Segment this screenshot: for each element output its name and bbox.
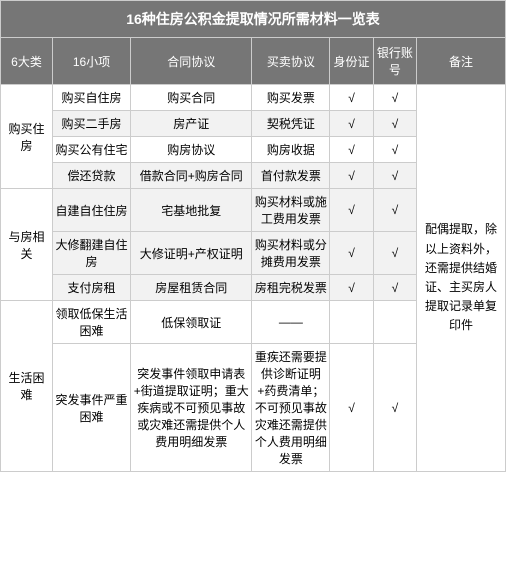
materials-table: 16种住房公积金提取情况所需材料一览表 6大类16小项合同协议买卖协议身份证银行… [0, 0, 506, 472]
category-cell: 生活困难 [1, 301, 53, 472]
data-cell: 购买合同 [131, 85, 252, 111]
data-cell: 购买公有住宅 [53, 137, 131, 163]
remark-cell: 配偶提取，除以上资料外，还需提供结婚证、主买房人提取记录单复印件 [417, 85, 506, 472]
data-cell: √ [330, 163, 373, 189]
col-header: 16小项 [53, 38, 131, 85]
data-cell: 房租完税发票 [252, 275, 330, 301]
data-cell: 购买材料或施工费用发票 [252, 189, 330, 232]
data-cell: √ [373, 232, 416, 275]
data-cell: 宅基地批复 [131, 189, 252, 232]
data-cell: 大修证明+产权证明 [131, 232, 252, 275]
data-cell: 领取低保生活困难 [53, 301, 131, 344]
data-cell: 房产证 [131, 111, 252, 137]
data-cell: —— [252, 301, 330, 344]
col-header: 备注 [417, 38, 506, 85]
data-cell [373, 301, 416, 344]
data-cell: √ [373, 111, 416, 137]
data-cell: 购买发票 [252, 85, 330, 111]
data-cell [330, 301, 373, 344]
data-cell: √ [330, 137, 373, 163]
data-cell: 首付款发票 [252, 163, 330, 189]
col-header: 6大类 [1, 38, 53, 85]
data-cell: 购房收据 [252, 137, 330, 163]
col-header: 合同协议 [131, 38, 252, 85]
col-header: 买卖协议 [252, 38, 330, 85]
col-header: 身份证 [330, 38, 373, 85]
data-cell: 突发事件严重困难 [53, 344, 131, 472]
data-cell: √ [373, 189, 416, 232]
data-cell: √ [330, 275, 373, 301]
data-cell: √ [330, 232, 373, 275]
col-header: 银行账号 [373, 38, 416, 85]
data-cell: 重疾还需要提供诊断证明+药费清单；不可预见事故灾难还需提供个人费用明细发票 [252, 344, 330, 472]
data-cell: √ [373, 163, 416, 189]
data-cell: 购买自住房 [53, 85, 131, 111]
category-cell: 购买住房 [1, 85, 53, 189]
data-cell: √ [373, 137, 416, 163]
table-row: 购买住房购买自住房购买合同购买发票√√配偶提取，除以上资料外，还需提供结婚证、主… [1, 85, 506, 111]
data-cell: √ [330, 189, 373, 232]
data-cell: 借款合同+购房合同 [131, 163, 252, 189]
category-cell: 与房相关 [1, 189, 53, 301]
data-cell: 突发事件领取申请表+街道提取证明；重大疾病或不可预见事故或灾难还需提供个人费用明… [131, 344, 252, 472]
data-cell: √ [330, 85, 373, 111]
data-cell: 自建自住住房 [53, 189, 131, 232]
data-cell: √ [330, 111, 373, 137]
data-cell: 购买二手房 [53, 111, 131, 137]
data-cell: 大修翻建自住房 [53, 232, 131, 275]
data-cell: 房屋租赁合同 [131, 275, 252, 301]
data-cell: √ [330, 344, 373, 472]
data-cell: √ [373, 275, 416, 301]
data-cell: 购房协议 [131, 137, 252, 163]
data-cell: 支付房租 [53, 275, 131, 301]
data-cell: 偿还贷款 [53, 163, 131, 189]
data-cell: 购买材料或分摊费用发票 [252, 232, 330, 275]
header-row: 6大类16小项合同协议买卖协议身份证银行账号备注 [1, 38, 506, 85]
data-cell: √ [373, 85, 416, 111]
data-cell: 低保领取证 [131, 301, 252, 344]
data-cell: √ [373, 344, 416, 472]
table-title: 16种住房公积金提取情况所需材料一览表 [1, 1, 506, 38]
data-cell: 契税凭证 [252, 111, 330, 137]
